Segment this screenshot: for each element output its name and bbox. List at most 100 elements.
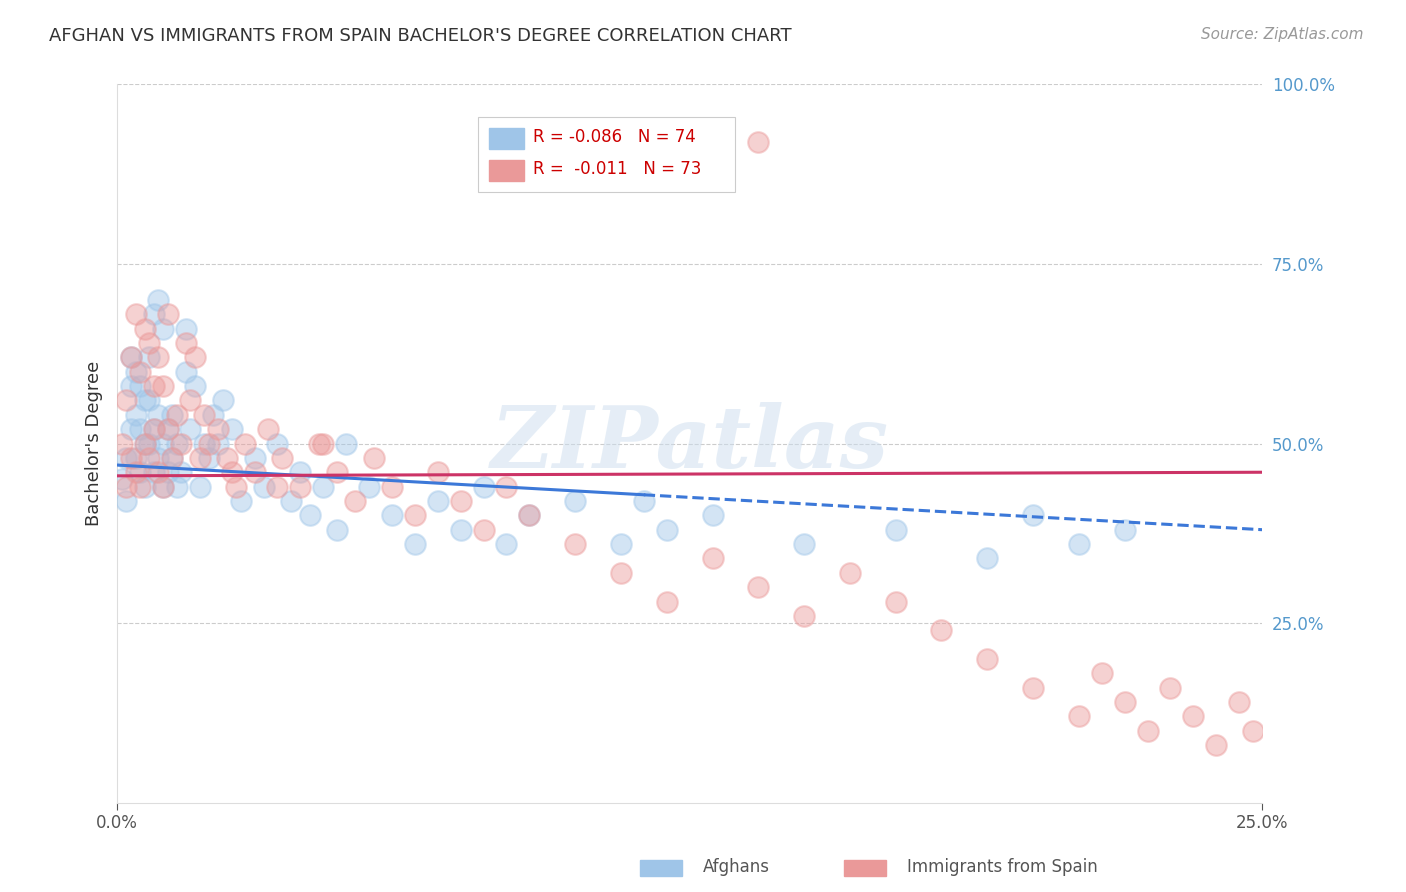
Point [517, 508, 540, 523]
Point [253, 480, 276, 494]
Point [610, 537, 633, 551]
Point [179, 422, 201, 436]
Point [655, 594, 678, 608]
Point [111, 436, 134, 450]
Point [344, 494, 367, 508]
Text: AFGHAN VS IMMIGRANTS FROM SPAIN BACHELOR'S DEGREE CORRELATION CHART: AFGHAN VS IMMIGRANTS FROM SPAIN BACHELOR… [49, 27, 792, 45]
Point [357, 480, 380, 494]
Point [976, 551, 998, 566]
Point [160, 450, 183, 465]
Point [564, 494, 586, 508]
Point [174, 365, 197, 379]
Point [747, 580, 769, 594]
Point [134, 480, 156, 494]
Point [129, 480, 152, 494]
Point [152, 379, 174, 393]
Point [148, 293, 170, 307]
Point [184, 351, 207, 365]
Point [120, 379, 142, 393]
Point [174, 321, 197, 335]
Point [179, 393, 201, 408]
Point [129, 379, 152, 393]
Point [702, 551, 724, 566]
Point [134, 436, 156, 450]
Point [308, 436, 330, 450]
Text: Immigrants from Spain: Immigrants from Spain [907, 858, 1098, 876]
Point [197, 436, 219, 450]
Point [793, 537, 815, 551]
Point [312, 480, 335, 494]
Point [197, 450, 219, 465]
Point [884, 594, 907, 608]
Point [138, 336, 160, 351]
Point [381, 508, 404, 523]
Point [193, 408, 215, 422]
Point [120, 351, 142, 365]
Point [120, 450, 142, 465]
Point [335, 436, 357, 450]
Point [166, 436, 188, 450]
Point [142, 422, 165, 436]
Point [129, 422, 152, 436]
Point [124, 465, 146, 479]
Point [1159, 681, 1181, 695]
Point [472, 523, 495, 537]
Text: R =  -0.011   N = 73: R = -0.011 N = 73 [533, 161, 702, 178]
Point [495, 480, 517, 494]
Point [115, 494, 138, 508]
Point [1022, 681, 1045, 695]
Point [115, 480, 138, 494]
Point [1091, 666, 1114, 681]
Text: Afghans: Afghans [703, 858, 770, 876]
Point [207, 436, 229, 450]
Point [142, 307, 165, 321]
Point [148, 450, 170, 465]
Point [221, 422, 243, 436]
Text: Source: ZipAtlas.com: Source: ZipAtlas.com [1201, 27, 1364, 42]
Point [363, 450, 385, 465]
Point [1022, 508, 1045, 523]
Point [1067, 537, 1090, 551]
Text: R = -0.086   N = 74: R = -0.086 N = 74 [533, 128, 696, 146]
Point [115, 393, 138, 408]
Point [134, 393, 156, 408]
Point [129, 465, 152, 479]
Point [472, 480, 495, 494]
Point [290, 480, 312, 494]
Point [495, 537, 517, 551]
Point [174, 336, 197, 351]
Point [148, 351, 170, 365]
Point [156, 422, 179, 436]
Point [404, 537, 426, 551]
Point [312, 436, 335, 450]
Point [188, 480, 211, 494]
Point [160, 450, 183, 465]
Point [266, 436, 288, 450]
Point [1182, 709, 1205, 723]
Point [747, 135, 769, 149]
Point [610, 566, 633, 580]
Point [111, 472, 134, 486]
Point [217, 450, 239, 465]
Point [138, 436, 160, 450]
Point [655, 523, 678, 537]
Point [142, 422, 165, 436]
Point [188, 450, 211, 465]
Point [404, 508, 426, 523]
FancyBboxPatch shape [478, 117, 735, 192]
Point [381, 480, 404, 494]
Point [207, 422, 229, 436]
Point [1241, 723, 1264, 738]
Point [124, 365, 146, 379]
Point [148, 465, 170, 479]
Point [156, 422, 179, 436]
Point [931, 624, 953, 638]
Point [1114, 523, 1136, 537]
Point [202, 408, 225, 422]
Point [326, 523, 349, 537]
Point [793, 608, 815, 623]
Point [235, 436, 257, 450]
Point [266, 480, 288, 494]
Point [152, 480, 174, 494]
Point [134, 436, 156, 450]
